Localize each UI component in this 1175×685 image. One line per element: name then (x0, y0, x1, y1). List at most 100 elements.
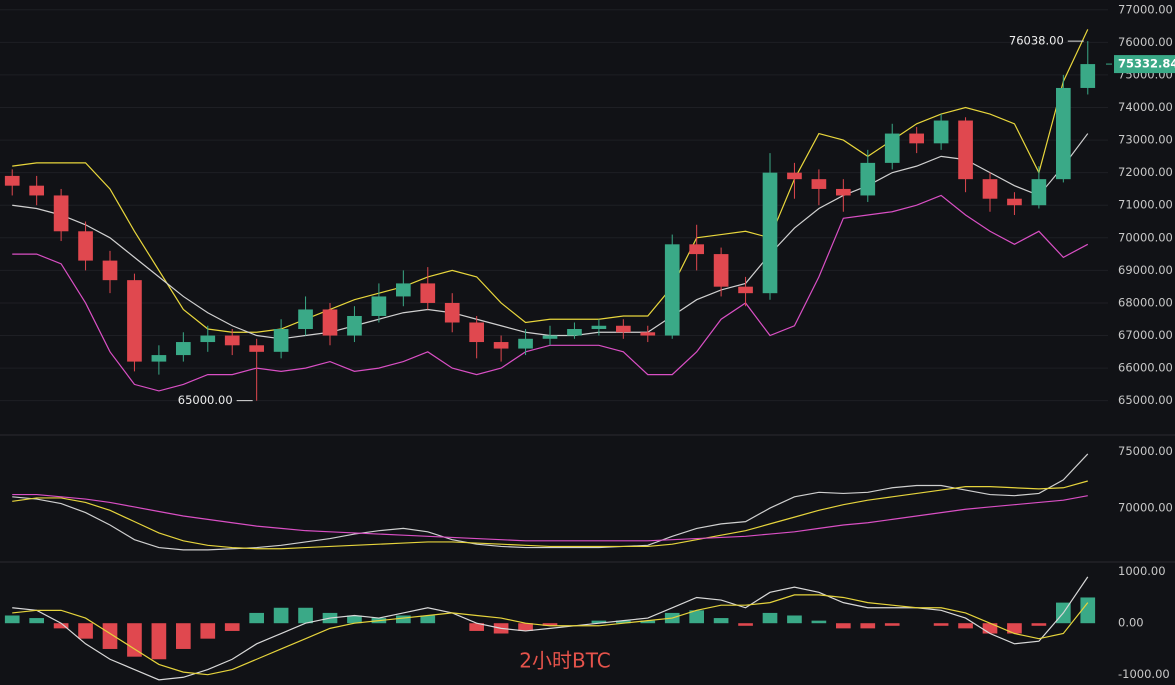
y-tick-label: 73000.00 (1118, 133, 1173, 147)
candle-body (151, 355, 167, 362)
last-price-tag (1114, 55, 1175, 74)
y-tick-label: 77000.00 (1118, 2, 1173, 16)
y-tick-label: 72000.00 (1118, 165, 1173, 179)
candle-body (273, 329, 289, 352)
y-tick-label: 68000.00 (1118, 295, 1173, 309)
indicator-line (12, 480, 1088, 550)
candle-body (176, 342, 191, 356)
y-tick-label: 70000.00 (1118, 501, 1173, 515)
macd-bar (78, 623, 93, 639)
candle-body (1007, 198, 1022, 206)
indicator-line (12, 576, 1089, 681)
y-tick-label: 71000.00 (1118, 198, 1173, 212)
candle-body (78, 231, 93, 261)
y-tick-label: 69000.00 (1118, 263, 1173, 277)
y-tick-label: 1000.00 (1118, 564, 1166, 578)
candle-body (884, 133, 900, 163)
candle-body (518, 338, 533, 349)
candle-body (738, 286, 753, 294)
macd-bar (689, 610, 704, 624)
macd-bar (224, 623, 240, 631)
macd-bar (982, 623, 998, 634)
candle-body (909, 133, 924, 144)
indicator-line (12, 594, 1089, 676)
candle-body (322, 309, 338, 336)
candle-body (933, 120, 949, 144)
candle-body (444, 302, 460, 323)
y-tick-label: 66000.00 (1118, 361, 1173, 375)
indicator-line (12, 453, 1089, 551)
macd-bar (518, 623, 533, 631)
candle-body (664, 244, 680, 336)
candle-body (249, 345, 264, 352)
y-tick-label: 75000.00 (1118, 444, 1173, 458)
macd-bar (762, 612, 778, 624)
macd-bar (151, 623, 167, 660)
candle-body (1056, 87, 1071, 180)
macd-bar (1007, 623, 1022, 634)
candle-body (640, 332, 656, 336)
candle-body (860, 162, 876, 196)
candle-body (1080, 64, 1096, 88)
macd-bar (102, 623, 118, 649)
macd-bar (29, 618, 44, 624)
macd-bar (933, 623, 949, 626)
macd-bar (591, 620, 607, 624)
candle-body (689, 244, 704, 255)
candle-body (29, 185, 44, 196)
macd-bar (640, 620, 656, 624)
macd-bar (811, 620, 827, 624)
macd-bar (4, 615, 20, 624)
y-tick-label: 67000.00 (1118, 328, 1173, 342)
y-tick-label: 0.00 (1118, 616, 1144, 630)
candle-body (542, 335, 558, 339)
candle-body (713, 254, 729, 287)
macd-bar (713, 618, 729, 624)
indicator-line (12, 493, 1088, 542)
last-price-label: 75332.84 (1118, 57, 1175, 71)
candle-body (567, 329, 582, 336)
candle-body (836, 188, 851, 196)
candle-body (102, 260, 118, 281)
candle-body (298, 309, 313, 330)
candle-body (53, 195, 69, 232)
macd-bar (542, 623, 558, 626)
candle-body (493, 342, 509, 349)
macd-bar (860, 623, 876, 629)
candle-body (811, 179, 827, 189)
macd-bar (787, 615, 802, 624)
caption: 2小时BTC (519, 649, 610, 673)
macd-bar (176, 623, 191, 649)
y-tick-label: 76000.00 (1118, 35, 1173, 49)
macd-bar (1080, 597, 1096, 624)
indicator-line (12, 29, 1089, 333)
candle-body (224, 335, 240, 346)
macd-bar (200, 623, 216, 639)
candle-body (200, 335, 216, 343)
candle-body (4, 175, 20, 186)
macd-bar (273, 607, 289, 624)
candle-body (616, 325, 631, 333)
macd-bar (347, 615, 362, 624)
candle-body (591, 325, 607, 330)
macd-bar (127, 623, 142, 657)
macd-bar (53, 623, 69, 629)
candle-body (958, 120, 973, 180)
candle-body (371, 296, 387, 316)
y-tick-label: 65000.00 (1118, 393, 1173, 407)
macd-bar (738, 623, 753, 626)
macd-bar (958, 623, 973, 629)
candle-body (1031, 179, 1047, 206)
candle-body (347, 315, 362, 336)
macd-bar (249, 612, 264, 624)
macd-bar (420, 615, 436, 624)
candle-body (982, 179, 998, 199)
macd-bar (469, 623, 484, 631)
candle-body (420, 283, 436, 303)
macd-bar (396, 615, 411, 624)
macd-bar (836, 623, 851, 629)
macd-bar (616, 620, 631, 624)
